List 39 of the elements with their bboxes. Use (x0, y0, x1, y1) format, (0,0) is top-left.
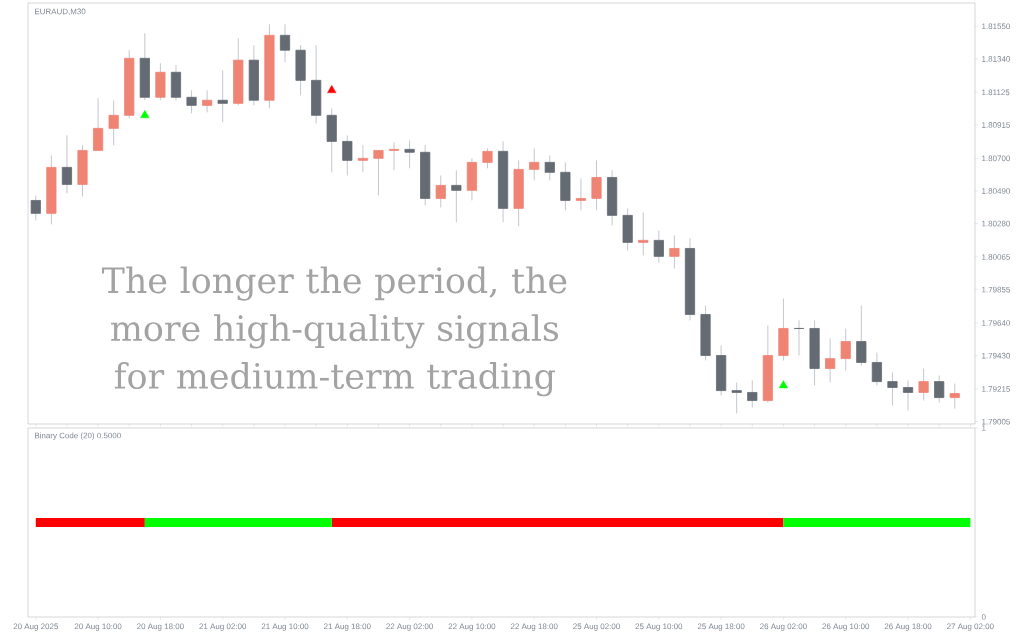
candlestick (871, 352, 882, 386)
candlestick (61, 134, 73, 194)
candlestick (918, 368, 929, 402)
point (778, 380, 788, 389)
candlestick (638, 211, 649, 256)
candlestick (202, 89, 213, 113)
candlestick (887, 372, 898, 407)
candlestick (793, 319, 805, 356)
candlestick (451, 169, 462, 223)
candlestick (30, 194, 41, 221)
candlestick (404, 139, 415, 169)
candlestick (373, 149, 384, 196)
candlestick (342, 134, 353, 176)
candlestick (279, 23, 291, 63)
point (140, 110, 150, 119)
candlestick (217, 69, 228, 123)
candlestick (591, 159, 602, 211)
candlestick (747, 380, 758, 409)
candlestick (902, 380, 914, 411)
candlestick (529, 147, 540, 181)
candlestick (856, 304, 867, 367)
point (327, 85, 337, 93)
candlestick (357, 144, 368, 173)
candlestick (669, 234, 680, 269)
candlestick (544, 154, 555, 181)
candlestick (949, 383, 960, 410)
annotation: The longer the period, the more high-quality signals for medium-term trading (101, 266, 567, 397)
candlestick (93, 97, 104, 151)
candlestick (186, 89, 197, 114)
candlestick (840, 327, 851, 372)
candlestick (482, 147, 493, 169)
candlestick (108, 99, 119, 146)
candlestick (731, 382, 742, 415)
candlestick (934, 375, 945, 404)
candlestick (575, 177, 587, 211)
candlestick (825, 337, 836, 384)
candlestick (388, 141, 400, 171)
candlestick (435, 174, 446, 208)
candlestick (653, 229, 664, 263)
